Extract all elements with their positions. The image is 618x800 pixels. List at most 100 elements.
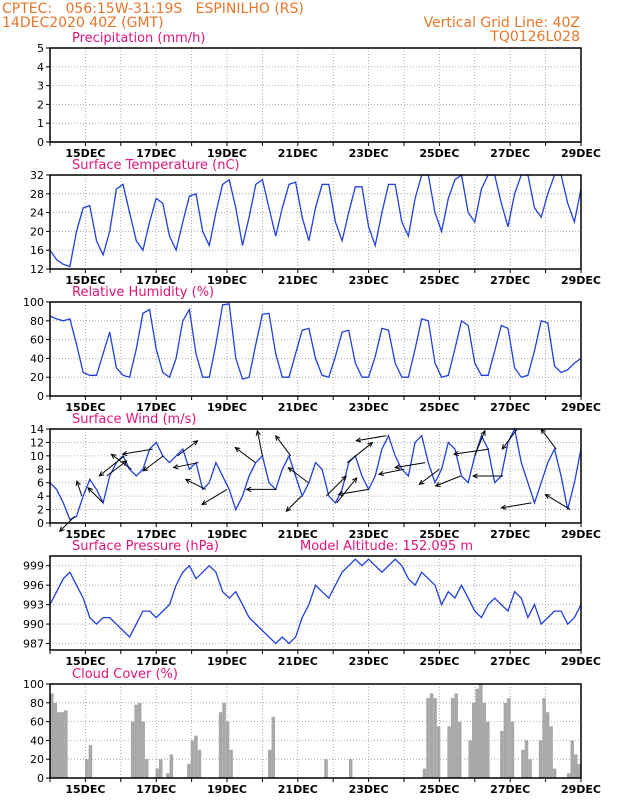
cloud-cover-bar (447, 726, 451, 778)
y-tick-label: 0 (37, 517, 44, 530)
x-tick-label: 17DEC (136, 401, 176, 414)
x-tick-label: 25DEC (419, 147, 459, 160)
header-date: 14DEC2020 40Z (GMT) (2, 15, 164, 31)
x-tick-label: 23DEC (349, 783, 389, 796)
y-tick-label: 1 (37, 117, 44, 130)
cloud-cover-bar (166, 773, 170, 778)
cloud-cover-bar (169, 754, 174, 778)
wind-vector-head (287, 467, 294, 473)
cloud-cover-bar (528, 759, 532, 778)
wind-vector (395, 462, 426, 469)
y-tick-label: 12 (30, 436, 44, 449)
panel-title: Relative Humidity (%) (72, 285, 214, 300)
wind-vector (419, 468, 440, 485)
wind-vector-head (58, 526, 65, 533)
wind-vector (288, 467, 309, 484)
wind-vector (325, 475, 347, 497)
cloud-cover-bar (429, 693, 434, 778)
x-tick-label: 21DEC (278, 147, 318, 160)
y-tick-label: 993 (23, 599, 44, 612)
cloud-cover-bar (190, 740, 195, 778)
x-tick-label: 23DEC (349, 274, 389, 287)
x-tick-label: 21DEC (278, 401, 318, 414)
cloud-cover-bar (187, 763, 191, 778)
x-tick-label: 17DEC (136, 783, 176, 796)
wind-vector (474, 430, 486, 457)
x-tick-label: 15DEC (65, 528, 105, 541)
x-tick-label: 27DEC (490, 147, 530, 160)
y-tick-label: 20 (30, 753, 44, 766)
wind-vector-head (234, 446, 241, 453)
x-tick-label: 25DEC (419, 528, 459, 541)
y-tick-label: 10 (30, 450, 44, 463)
panel-frame (49, 301, 582, 397)
x-tick-label: 29DEC (561, 401, 601, 414)
y-tick-label: 999 (23, 560, 44, 573)
cloud-cover-bar (268, 749, 272, 778)
y-tick-label: 28 (30, 188, 44, 201)
y-tick-label: 2 (37, 98, 44, 111)
x-tick-label: 29DEC (561, 655, 601, 668)
cloud-cover-bar (524, 740, 529, 778)
x-tick-label: 19DEC (207, 655, 247, 668)
x-tick-label: 21DEC (278, 528, 318, 541)
y-tick-label: 4 (37, 490, 44, 503)
cloud-cover-bar (566, 773, 571, 778)
series-line-5 (49, 558, 582, 645)
cloud-cover-bar (510, 721, 515, 778)
cloud-cover-bar (197, 749, 202, 778)
panel-frame (49, 555, 582, 651)
wind-vector-head (471, 473, 478, 479)
y-tick-label: 60 (30, 334, 44, 347)
wind-vector (435, 475, 461, 487)
wind-vector-head (500, 504, 507, 510)
wind-vector (99, 455, 125, 477)
x-tick-label: 23DEC (349, 401, 389, 414)
x-tick-label: 29DEC (561, 783, 601, 796)
panel-frame (49, 683, 582, 779)
cloud-cover-bar (134, 704, 138, 778)
y-tick-label: 4 (37, 61, 44, 74)
cloud-cover-bar (486, 721, 490, 778)
x-tick-label: 25DEC (419, 783, 459, 796)
wind-vector (453, 448, 490, 455)
cloud-cover-bar (500, 731, 504, 778)
panel-title: Surface Temperature (nC) (72, 158, 240, 173)
cloud-cover-bar (218, 712, 223, 778)
cloud-cover-bar (457, 721, 462, 778)
x-tick-label: 27DEC (490, 274, 530, 287)
y-tick-label: 0 (37, 772, 44, 785)
wind-vector (173, 462, 199, 469)
cloud-cover-bar (324, 759, 328, 778)
wind-vector (201, 488, 228, 505)
y-tick-label: 990 (23, 618, 44, 631)
x-tick-label: 23DEC (349, 655, 389, 668)
y-tick-label: 8 (37, 463, 44, 476)
cloud-cover-bar (549, 726, 553, 778)
cloud-cover-bar (545, 712, 550, 778)
x-tick-label: 17DEC (136, 528, 176, 541)
cloud-cover-bar (503, 702, 508, 778)
cloud-cover-bar (479, 684, 483, 778)
wind-vector (256, 430, 263, 456)
wind-vector-head (110, 453, 117, 459)
cloud-cover-bar (194, 735, 198, 778)
x-tick-label: 21DEC (278, 783, 318, 796)
wind-vector-head (355, 437, 362, 443)
cloud-cover-bar (521, 749, 525, 778)
cloud-cover-bar (475, 688, 480, 778)
wind-vector (185, 478, 206, 490)
x-tick-label: 25DEC (419, 655, 459, 668)
x-tick-label: 15DEC (65, 147, 105, 160)
y-tick-label: 987 (23, 638, 44, 651)
x-tick-label: 27DEC (490, 401, 530, 414)
cloud-cover-bar (482, 702, 487, 778)
panel-title: Surface Pressure (hPa) (72, 539, 219, 554)
wind-vector (336, 477, 358, 504)
cloud-cover-bar (468, 740, 472, 778)
series-line-2 (49, 173, 582, 268)
cloud-cover-bar (144, 759, 149, 778)
wind-vector-head (352, 476, 358, 483)
x-tick-label: 17DEC (136, 274, 176, 287)
